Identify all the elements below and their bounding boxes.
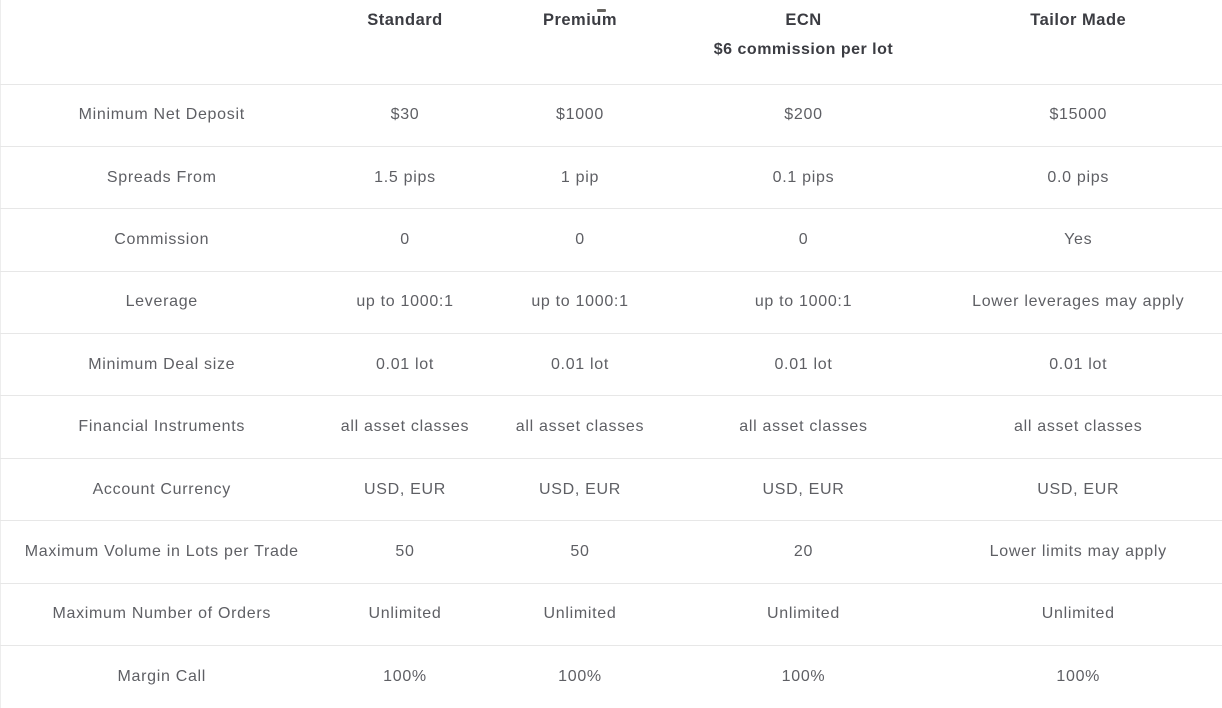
- row-label: Margin Call: [0, 645, 323, 708]
- cell: all asset classes: [322, 395, 488, 459]
- cell: all asset classes: [672, 395, 935, 459]
- cell: 1 pip: [487, 145, 673, 209]
- cell: Unlimited: [934, 582, 1222, 646]
- cell: 0: [322, 208, 488, 272]
- column-title: ECN: [785, 11, 822, 29]
- row-label: Commission: [0, 208, 323, 272]
- cell: USD, EUR: [487, 457, 673, 521]
- table-row: Margin Call 100% 100% 100% 100%: [0, 645, 1222, 708]
- cell: 20: [672, 520, 935, 584]
- cell: up to 1000:1: [487, 270, 673, 334]
- row-label: Minimum Net Deposit: [0, 83, 323, 147]
- table-row: Financial Instruments all asset classes a…: [0, 395, 1222, 459]
- table-row: Account Currency USD, EUR USD, EUR USD, EU…: [0, 457, 1222, 521]
- cell: $30: [322, 83, 488, 147]
- column-header-ecn: ECN $6 commission per lot: [673, 0, 935, 84]
- cell: 50: [487, 520, 673, 584]
- cell: Unlimited: [322, 582, 488, 646]
- cell: $15000: [934, 83, 1222, 147]
- cell: Yes: [934, 208, 1222, 272]
- table-header-row: Standard Premium ECN $6 commission per l…: [1, 0, 1222, 84]
- cell: USD, EUR: [672, 457, 935, 521]
- cell: Unlimited: [487, 582, 673, 646]
- cell: up to 1000:1: [322, 270, 488, 334]
- cell: up to 1000:1: [672, 270, 935, 334]
- cell: Lower limits may apply: [934, 520, 1222, 584]
- cell: 0.0 pips: [934, 145, 1222, 209]
- table-row: Leverage up to 1000:1 up to 1000:1 up to 1…: [0, 270, 1222, 334]
- cell: 0.01 lot: [672, 333, 935, 396]
- cell: $200: [672, 83, 935, 147]
- row-label: Financial Instruments: [0, 395, 323, 459]
- cell: 0: [487, 208, 673, 272]
- column-title: Standard: [367, 11, 443, 29]
- row-label: Spreads From: [0, 145, 323, 209]
- cell: USD, EUR: [934, 457, 1222, 521]
- table-row: Spreads From 1.5 pips 1 pip 0.1 pips 0.0 pi…: [0, 145, 1222, 209]
- cell: 0.01 lot: [934, 333, 1222, 396]
- cell: all asset classes: [934, 395, 1222, 459]
- table-row: Maximum Number of Orders Unlimited Unlimi…: [0, 582, 1222, 646]
- cell: 0: [672, 208, 935, 272]
- cell: 0.01 lot: [487, 333, 673, 396]
- cell: 100%: [322, 645, 488, 708]
- column-title: Tailor Made: [1030, 11, 1127, 29]
- cell: 100%: [934, 645, 1222, 708]
- cell: 100%: [487, 645, 673, 708]
- row-label: Minimum Deal size: [0, 333, 323, 396]
- stray-mark: [597, 9, 606, 12]
- cell: 100%: [672, 645, 935, 708]
- row-label: Leverage: [0, 270, 323, 334]
- cell: 1.5 pips: [322, 145, 488, 209]
- column-subtitle: $6 commission per lot: [713, 41, 894, 58]
- cell: 0.1 pips: [672, 145, 935, 209]
- row-label: Maximum Volume in Lots per Trade: [0, 520, 323, 584]
- column-header-tailor-made: Tailor Made: [935, 0, 1222, 84]
- row-label: Account Currency: [0, 457, 323, 521]
- corner-cell: [1, 0, 323, 84]
- column-title: Premium: [542, 11, 618, 29]
- table-row: Minimum Net Deposit $30 $1000 $200 $15000: [0, 83, 1222, 147]
- cell: Lower leverages may apply: [934, 270, 1222, 334]
- cell: USD, EUR: [322, 457, 488, 521]
- cell: 0.01 lot: [322, 333, 488, 396]
- table-row: Minimum Deal size 0.01 lot 0.01 lot 0.01 l…: [0, 333, 1222, 396]
- cell: all asset classes: [487, 395, 673, 459]
- row-label: Maximum Number of Orders: [0, 582, 323, 646]
- cell: Unlimited: [672, 582, 935, 646]
- table-row: Maximum Volume in Lots per Trade 50 50 20 L…: [0, 520, 1222, 584]
- column-header-standard: Standard: [323, 0, 488, 84]
- column-header-premium: Premium: [488, 0, 673, 84]
- table-row: Commission 0 0 0 Yes: [0, 208, 1222, 272]
- cell: 50: [322, 520, 488, 584]
- cell: $1000: [487, 83, 673, 147]
